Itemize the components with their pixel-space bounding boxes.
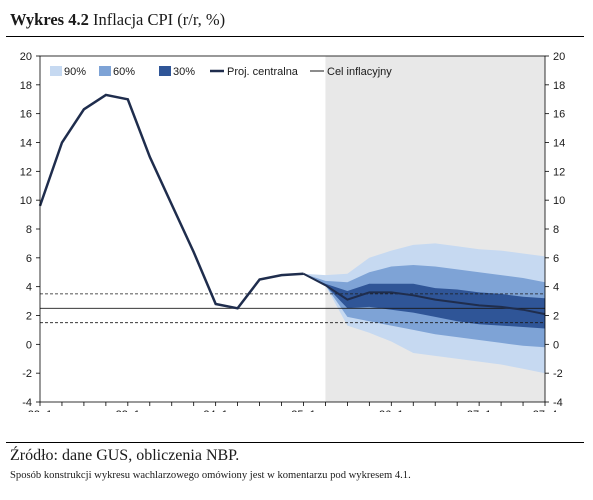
y-tick-label-left: 6 <box>26 253 32 265</box>
y-tick-label-left: 20 <box>20 51 32 63</box>
chart-title: Wykres 4.2 Inflacja CPI (r/r, %) <box>10 10 225 30</box>
band-30-area <box>303 273 545 329</box>
y-tick-label-right: 14 <box>553 138 565 150</box>
legend-swatch-band-30 <box>159 66 171 76</box>
y-tick-label-left: -2 <box>22 368 32 380</box>
legend-swatch-band-90 <box>50 66 62 76</box>
legend-label-band-90: 90% <box>64 66 86 78</box>
source-text: Źródło: dane GUS, obliczenia NBP. <box>10 447 240 464</box>
y-tick-label-right: 0 <box>553 339 559 351</box>
x-tick-label: 27q4 <box>533 409 557 412</box>
y-tick-label-right: 18 <box>553 80 565 92</box>
chart-label: Wykres 4.2 <box>10 10 89 29</box>
y-tick-label-left: 14 <box>20 138 32 150</box>
legend-label-line-central: Proj. centralna <box>227 66 299 78</box>
y-tick-label-right: -2 <box>553 368 563 380</box>
x-tick-label: 27q1 <box>467 409 491 412</box>
y-tick-label-left: 16 <box>20 109 32 121</box>
x-tick-label: 24q1 <box>203 409 227 412</box>
y-tick-label-left: 10 <box>20 195 32 207</box>
y-tick-label-left: 18 <box>20 80 32 92</box>
y-tick-label-left: 8 <box>26 224 32 236</box>
y-tick-label-left: 12 <box>20 166 32 178</box>
y-tick-label-left: 4 <box>26 282 32 294</box>
x-tick-label: 26q1 <box>379 409 403 412</box>
y-tick-label-left: 2 <box>26 311 32 323</box>
y-tick-label-right: 16 <box>553 109 565 121</box>
y-tick-label-right: 6 <box>553 253 559 265</box>
central-projection-line <box>303 272 546 316</box>
legend-label-band-60: 60% <box>113 66 135 78</box>
y-tick-label-left: -4 <box>22 397 32 409</box>
y-tick-label-right: 10 <box>553 195 565 207</box>
y-tick-label-left: 0 <box>26 339 32 351</box>
y-tick-label-right: -4 <box>553 397 563 409</box>
legend-label-band-30: 30% <box>173 66 195 78</box>
footer-rule <box>6 442 584 443</box>
y-tick-label-right: 4 <box>553 282 559 294</box>
legend-swatch-band-60 <box>99 66 111 76</box>
x-tick-label: 22q1 <box>28 409 52 412</box>
legend: 90% 60% 30% Proj. centralna Cel inflacyjny <box>50 66 392 78</box>
axes: -4 -4 -2 -2 0 0 2 2 4 4 6 6 8 8 10 10 12 12 14 14 16 16 18 18 20… <box>20 51 566 412</box>
series-lines <box>38 93 546 316</box>
x-tick-label: 23q1 <box>116 409 140 412</box>
target-lines <box>40 293 545 324</box>
note-text: Sposób konstrukcji wykresu wachlarzowego… <box>10 470 411 481</box>
cpi-fan-chart: -4 -4 -2 -2 0 0 2 2 4 4 6 6 8 8 10 10 12 12 14 14 16 16 18 18 20… <box>20 51 566 412</box>
inflation-line <box>38 93 304 310</box>
y-tick-label-right: 20 <box>553 51 565 63</box>
y-tick-label-right: 12 <box>553 166 565 178</box>
chart-title-text: Inflacja CPI (r/r, %) <box>92 10 226 29</box>
legend-label-line-target: Cel inflacyjny <box>327 66 392 78</box>
y-tick-label-right: 2 <box>553 311 559 323</box>
x-tick-label: 25q1 <box>291 409 315 412</box>
y-tick-label-right: 8 <box>553 224 559 236</box>
title-rule <box>6 36 584 37</box>
